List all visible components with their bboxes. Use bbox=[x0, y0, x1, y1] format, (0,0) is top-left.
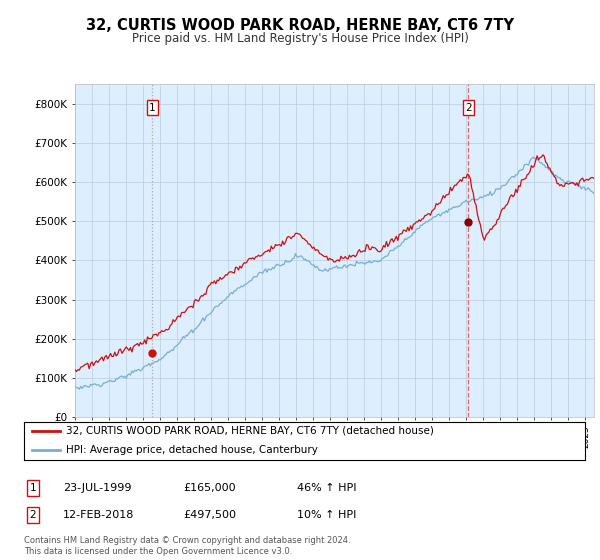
Text: 32, CURTIS WOOD PARK ROAD, HERNE BAY, CT6 7TY (detached house): 32, CURTIS WOOD PARK ROAD, HERNE BAY, CT… bbox=[66, 426, 434, 436]
Text: £497,500: £497,500 bbox=[183, 510, 236, 520]
Text: HPI: Average price, detached house, Canterbury: HPI: Average price, detached house, Cant… bbox=[66, 445, 318, 455]
Text: 46% ↑ HPI: 46% ↑ HPI bbox=[297, 483, 356, 493]
Text: Price paid vs. HM Land Registry's House Price Index (HPI): Price paid vs. HM Land Registry's House … bbox=[131, 32, 469, 45]
Text: 12-FEB-2018: 12-FEB-2018 bbox=[63, 510, 134, 520]
Text: 23-JUL-1999: 23-JUL-1999 bbox=[63, 483, 131, 493]
Text: Contains HM Land Registry data © Crown copyright and database right 2024.
This d: Contains HM Land Registry data © Crown c… bbox=[24, 536, 350, 556]
Text: 1: 1 bbox=[29, 483, 37, 493]
Text: 1: 1 bbox=[149, 102, 156, 113]
Text: 2: 2 bbox=[29, 510, 37, 520]
Text: £165,000: £165,000 bbox=[183, 483, 236, 493]
Text: 32, CURTIS WOOD PARK ROAD, HERNE BAY, CT6 7TY: 32, CURTIS WOOD PARK ROAD, HERNE BAY, CT… bbox=[86, 18, 514, 33]
Text: 10% ↑ HPI: 10% ↑ HPI bbox=[297, 510, 356, 520]
Text: 2: 2 bbox=[465, 102, 472, 113]
